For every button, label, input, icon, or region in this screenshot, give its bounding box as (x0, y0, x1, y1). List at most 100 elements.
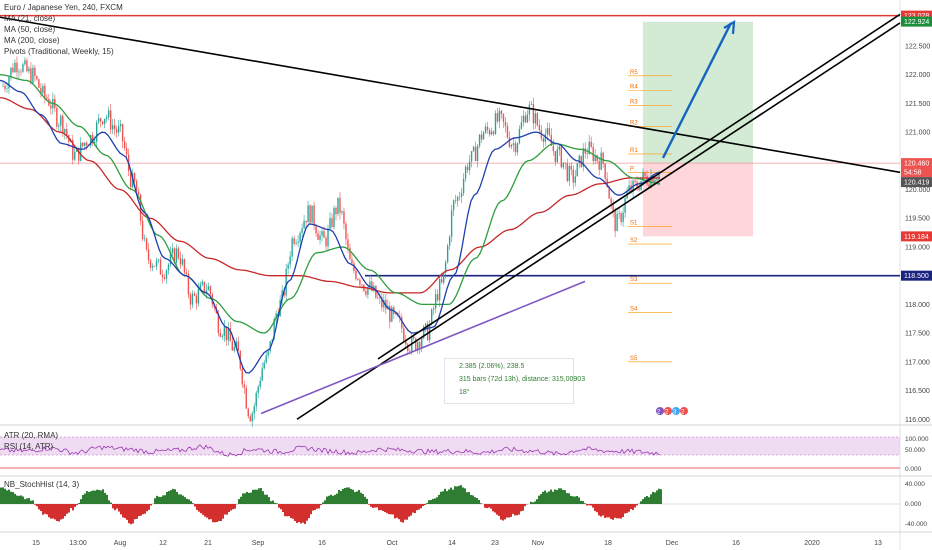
stoch-bar (376, 504, 378, 508)
candle-body (612, 203, 614, 211)
legend-pivots[interactable]: Pivots (Traditional, Weekly, 15) (4, 47, 114, 56)
stoch-bar (252, 489, 254, 504)
candle-body (323, 231, 325, 238)
stoch-bar (614, 504, 616, 518)
stoch-bar (104, 492, 106, 504)
candle-body (227, 328, 230, 341)
candle-body (450, 210, 453, 237)
legend-ma50[interactable]: MA (50, close) (4, 25, 56, 34)
candle-body (474, 146, 477, 162)
candle-body (46, 97, 48, 99)
candle-body (199, 284, 202, 289)
pivot-label: S1 (630, 220, 638, 226)
candle-body (548, 128, 551, 136)
candle-body (590, 141, 592, 147)
candle-body (125, 148, 128, 155)
candle-body (403, 328, 405, 341)
candle-body (287, 264, 289, 269)
stoch-bar (574, 496, 576, 504)
candle-body (654, 180, 656, 183)
stoch-bar (102, 489, 104, 504)
stoch-bar (372, 504, 374, 508)
stoch-bar (240, 496, 242, 504)
legend-ma200[interactable]: MA (200, close) (4, 36, 60, 45)
stoch-bar (490, 504, 492, 509)
stoch-bar (408, 504, 410, 517)
stoch-bar (22, 496, 24, 504)
stoch-bar (256, 489, 258, 504)
stoch-bar (40, 504, 42, 511)
candle-body (245, 387, 247, 409)
candle-body (369, 281, 371, 287)
stoch-bar (318, 504, 320, 509)
stoch-bar (522, 504, 524, 511)
stoch-bar (118, 504, 120, 512)
stoch-bar (276, 503, 278, 504)
candle-body (454, 200, 457, 201)
pivot-label: S3 (630, 277, 638, 283)
candle-body (582, 148, 584, 167)
stoch-bar (56, 504, 58, 522)
stoch-bar (402, 504, 404, 523)
candle-body (301, 228, 303, 233)
candle-body (149, 260, 152, 268)
candle-body (249, 416, 251, 422)
stoch-bar (400, 504, 402, 522)
stoch-bar (340, 490, 342, 504)
candle-body (351, 259, 353, 264)
candle-body (121, 124, 124, 142)
candle-body (514, 143, 517, 153)
stoch-bar (570, 495, 572, 504)
candle-body (516, 143, 519, 153)
candle-body (586, 153, 588, 155)
candle-body (185, 272, 188, 275)
rsi-label[interactable]: RSI (14, ATR) (4, 442, 54, 451)
stoch-bar (396, 504, 398, 518)
candle-body (409, 350, 411, 352)
stoch-bar (146, 504, 148, 512)
candle-body (576, 163, 578, 177)
candle-body (598, 161, 600, 170)
pivot-label: S2 (630, 238, 638, 244)
stoch-bar (370, 504, 372, 507)
candle-body (223, 326, 226, 336)
atr-label[interactable]: ATR (20, RMA) (4, 431, 59, 440)
candle-body (28, 68, 30, 72)
stoch-bar (94, 490, 96, 504)
stoch-bar (468, 491, 470, 504)
stoch-bar (214, 504, 216, 523)
candle-body (520, 122, 523, 129)
stoch-bar (132, 504, 134, 524)
legend-ma21[interactable]: MA (21, close) (4, 14, 56, 23)
candle-body (92, 135, 94, 144)
candle-body (594, 155, 596, 162)
candle-body (42, 85, 44, 94)
stoch-bar (62, 504, 64, 519)
stoch-bar (322, 502, 324, 504)
candle-body (86, 142, 88, 146)
price-tag (901, 167, 932, 178)
stoch-bar (82, 494, 84, 504)
candle-body (38, 79, 40, 88)
pivot-label: R4 (630, 85, 638, 91)
candle-body (399, 315, 401, 318)
trendline-purple-channel (260, 280, 586, 415)
target-zone (643, 21, 753, 164)
candle-body (84, 142, 86, 146)
candle-body (235, 341, 237, 347)
measure-tooltip: 2.385 (2.06%), 238.5 315 bars (72d 13h),… (444, 358, 585, 404)
ma50-line (0, 74, 661, 334)
candle-body (189, 294, 192, 305)
stoch-bar (330, 494, 332, 504)
stoch-label[interactable]: NB_StochHist (14, 3) (4, 480, 80, 489)
candle-body (608, 186, 610, 199)
candle-body (253, 406, 255, 414)
candle-body (315, 225, 317, 234)
stoch-bar (44, 504, 46, 514)
stoch-bar (278, 504, 280, 508)
stoch-bar (414, 504, 416, 514)
stoch-bar (644, 497, 646, 504)
candle-body (20, 71, 22, 73)
stoch-bar (658, 488, 660, 504)
